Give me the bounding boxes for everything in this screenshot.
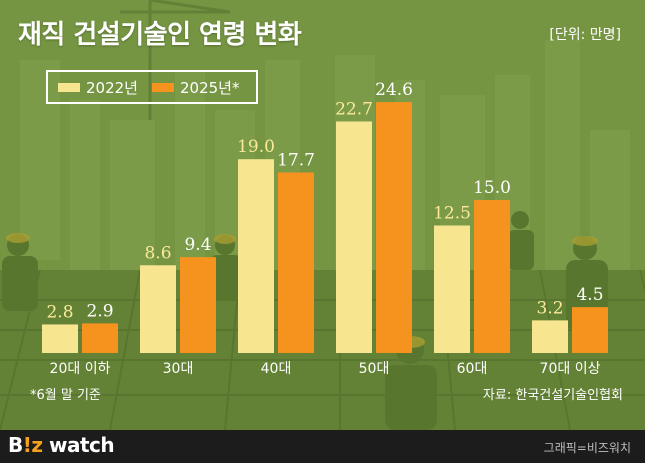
legend-label-2022: 2022년	[86, 78, 138, 97]
brand-suffix: watch	[42, 433, 115, 457]
footnote: *6월 말 기준	[30, 388, 101, 403]
bar-chart: 2.8 2.9 20대 이하 8.6 9.4 30대 19.017.7 40대 22.724.6…	[42, 80, 608, 377]
legend-swatch-2025	[151, 82, 174, 92]
bar-y2022-5	[532, 320, 568, 353]
bar-y2022-2	[238, 159, 274, 353]
category-label-5: 70대 이상	[540, 361, 601, 377]
bar-y2022-3	[336, 121, 372, 354]
unit-label: [단위: 만명]	[549, 27, 621, 43]
bar-y2025-3	[376, 102, 412, 353]
source-note: 자료: 한국건설기술인협회	[482, 388, 623, 403]
category-label-4: 60대	[457, 361, 488, 377]
category-label-2: 40대	[261, 361, 292, 377]
value-label-y2022-3: 22.7	[335, 99, 373, 119]
category-label-1: 30대	[163, 361, 194, 377]
value-label-y2025-0: 2.9	[86, 301, 113, 321]
value-label-y2025-3: 24.6	[375, 80, 413, 100]
legend-item-2022: 2022년	[58, 77, 138, 98]
bar-y2025-5	[572, 307, 608, 353]
brand-accent: !z	[22, 433, 43, 457]
legend-swatch-2022	[58, 82, 80, 92]
bar-y2025-4	[474, 200, 510, 353]
category-label-0: 20대 이하	[50, 361, 111, 377]
legend: 2022년 2025년*	[46, 70, 258, 104]
value-label-y2025-2: 17.7	[277, 150, 315, 170]
bar-y2022-0	[42, 324, 78, 353]
value-label-y2022-5: 3.2	[536, 298, 563, 318]
bar-y2025-0	[82, 323, 118, 353]
category-label-3: 50대	[359, 361, 390, 377]
value-label-y2022-2: 19.0	[237, 137, 275, 157]
footer-bar: B!z watch 그래픽=비즈워치	[0, 430, 645, 463]
value-label-y2022-1: 8.6	[144, 243, 171, 263]
value-label-y2025-4: 15.0	[473, 178, 511, 198]
legend-item-2025: 2025년*	[151, 77, 240, 98]
brand-prefix: B	[8, 433, 23, 457]
bar-y2022-1	[140, 265, 176, 353]
value-label-y2022-4: 12.5	[433, 204, 471, 224]
value-label-y2025-5: 4.5	[576, 285, 603, 305]
legend-label-2025: 2025년*	[179, 78, 240, 97]
value-label-y2022-0: 2.8	[46, 302, 73, 322]
graphic-credit: 그래픽=비즈워치	[543, 441, 631, 455]
value-label-y2025-1: 9.4	[184, 235, 211, 255]
brand-logo[interactable]: B!z watch	[8, 433, 115, 457]
bar-y2025-1	[180, 257, 216, 353]
bar-y2025-2	[278, 172, 314, 353]
chart-title: 재직 건설기술인 연령 변화	[18, 20, 302, 50]
bar-y2022-4	[434, 225, 470, 353]
